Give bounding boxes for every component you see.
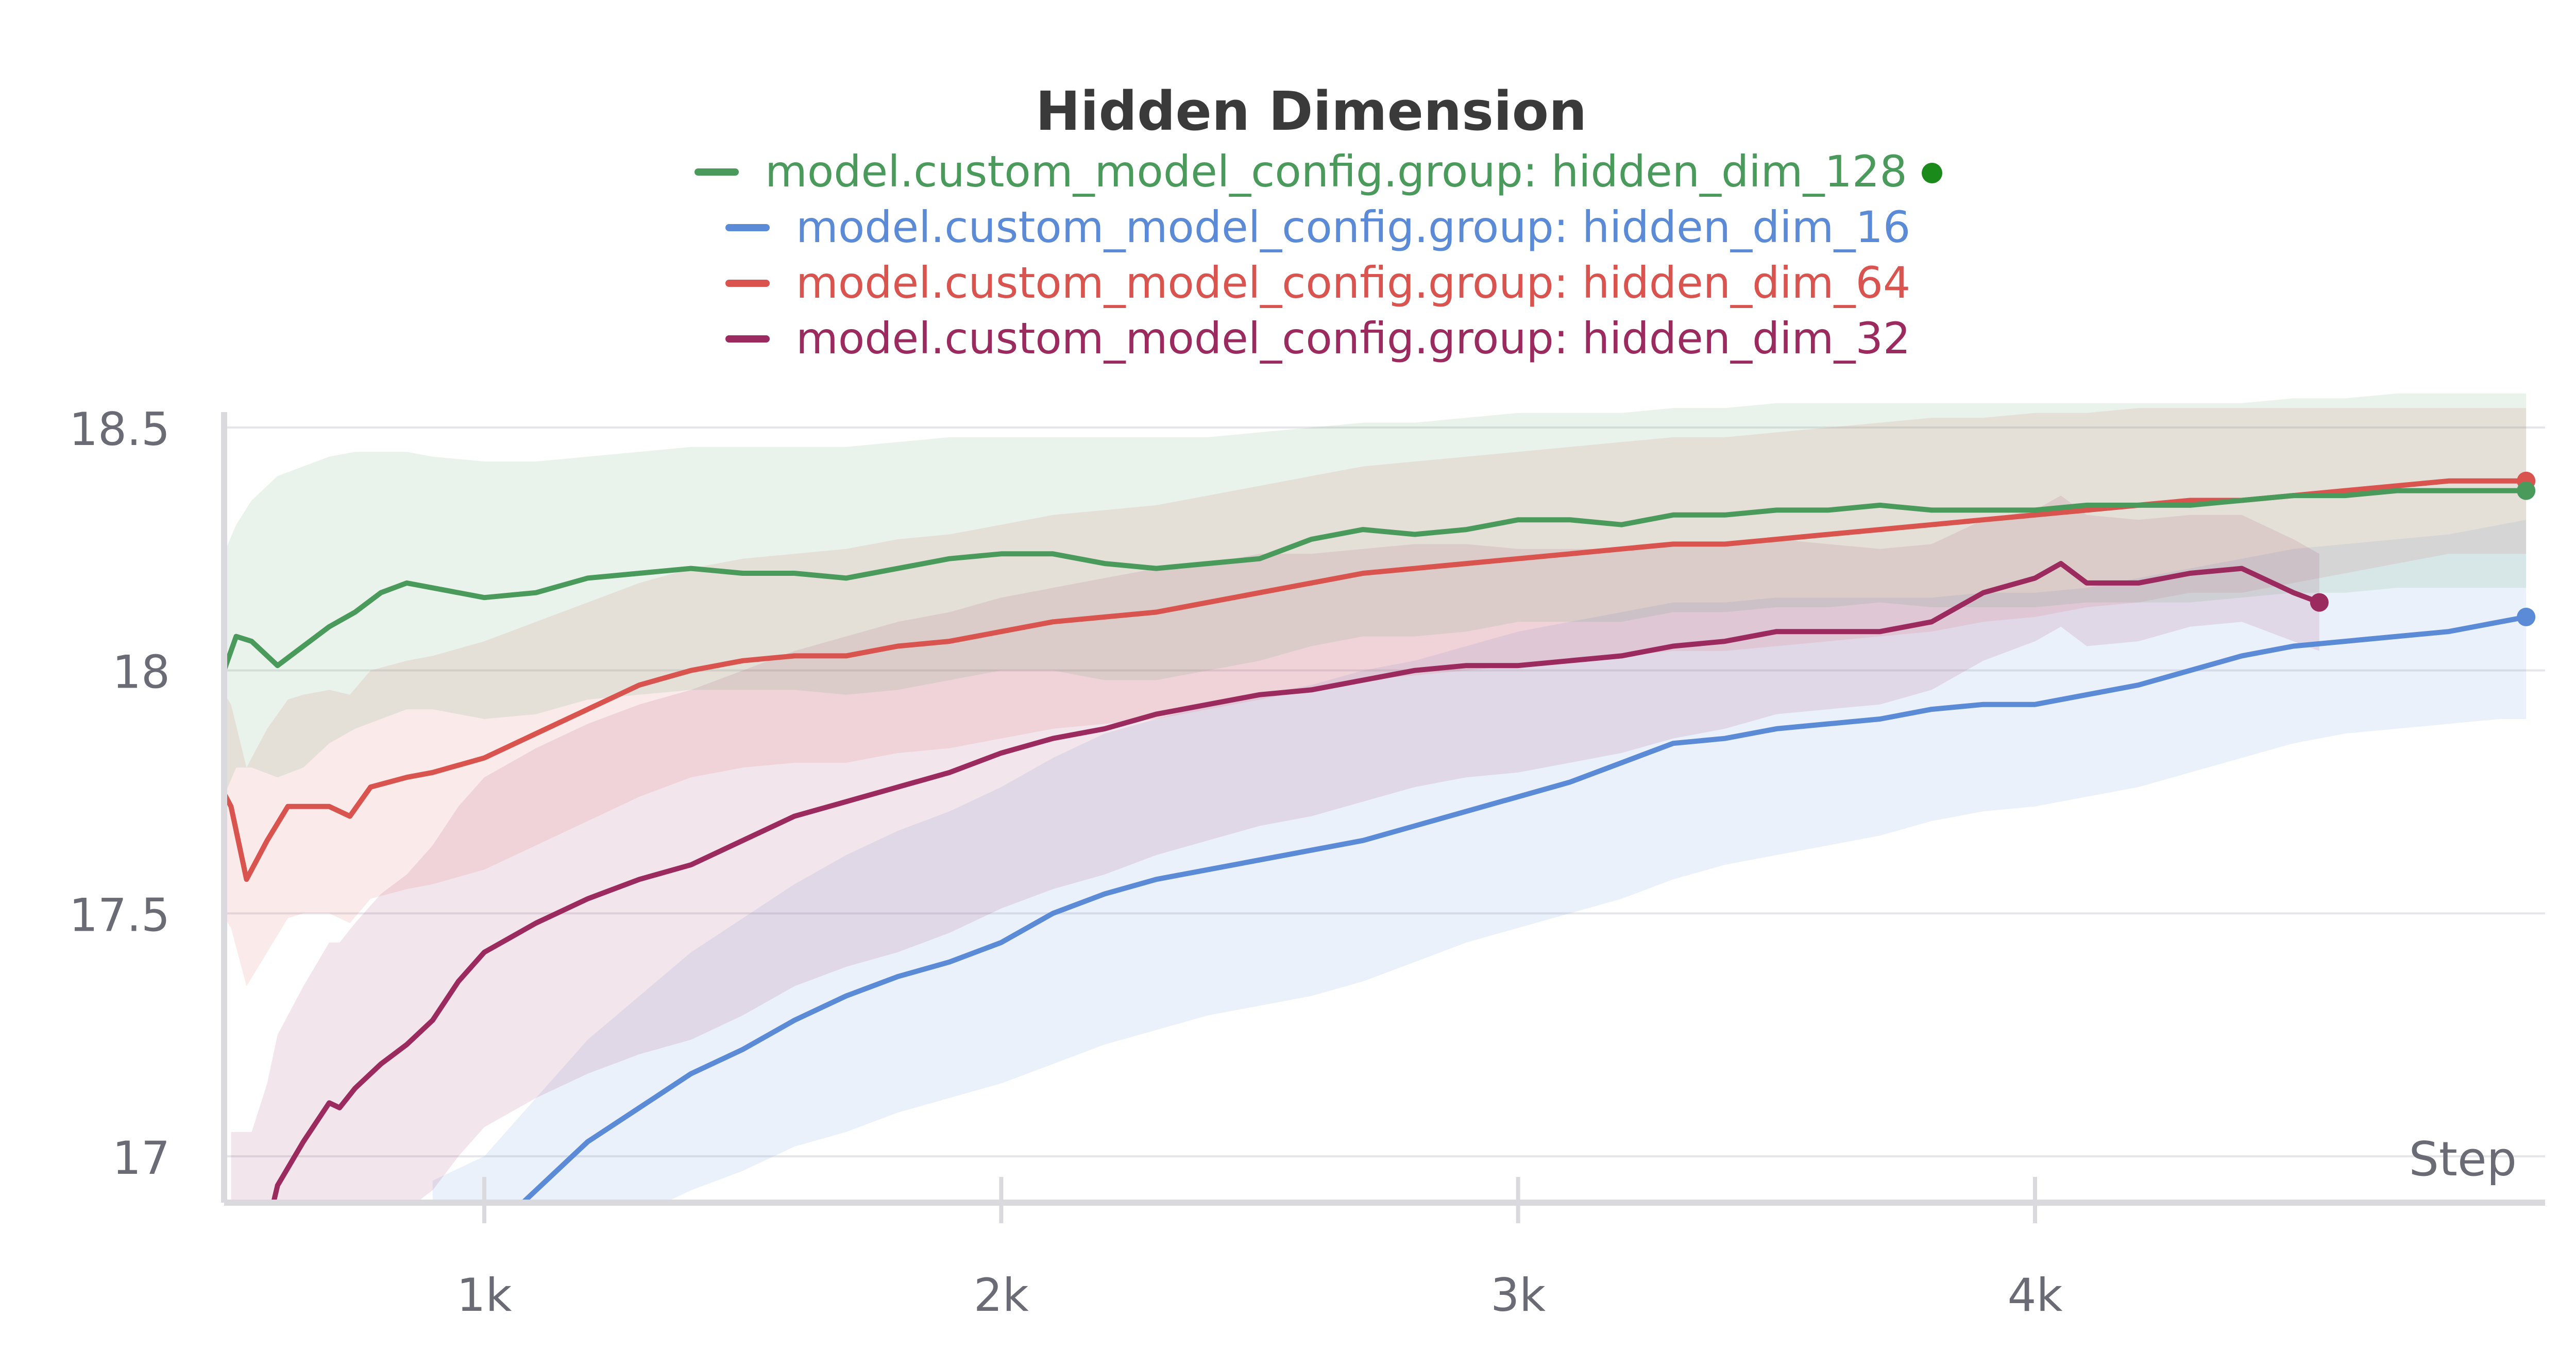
x-tick-label: 4k [2008, 1269, 2063, 1322]
x-tick-label: 3k [1490, 1269, 1546, 1322]
series-lines [200, 478, 2529, 1268]
legend-label: model.custom_model_config.group: hidden_… [765, 146, 1907, 197]
series-endpoint-0 [2517, 481, 2536, 500]
legend-label: model.custom_model_config.group: hidden_… [796, 202, 1910, 252]
series-line-0[interactable] [200, 488, 2529, 744]
series-endpoint-1 [2517, 607, 2536, 626]
x-tick-label: 2k [974, 1269, 1029, 1322]
grid-lines [224, 426, 2545, 1157]
series-line-2[interactable] [200, 478, 2529, 882]
legend-item[interactable]: model.custom_model_config.group: hidden_… [725, 258, 1910, 308]
legend-item[interactable]: model.custom_model_config.group: hidden_… [694, 146, 1942, 197]
series-band-0 [222, 394, 2527, 802]
series-band-1 [432, 520, 2527, 1200]
axes [221, 412, 2545, 1223]
tick-labels: 17 17.5 18 18.5 1k 2k 3k 4k [69, 403, 2062, 1322]
confidence-bands [222, 394, 2527, 1200]
legend-item[interactable]: model.custom_model_config.group: hidden_… [725, 202, 1910, 252]
series-endpoint-3 [2310, 593, 2329, 612]
series-endpoints [2310, 471, 2536, 626]
y-tick-label: 18.5 [69, 403, 170, 456]
series-line-3[interactable] [231, 561, 2322, 1268]
y-tick-label: 18 [112, 646, 170, 699]
legend-active-dot [1922, 163, 1942, 183]
series-band-3 [231, 495, 2319, 1200]
series-line-1[interactable] [433, 614, 2529, 1263]
legend: model.custom_model_config.group: hidden_… [694, 146, 1942, 364]
x-axis-label: Step [2409, 1132, 2517, 1187]
legend-item[interactable]: model.custom_model_config.group: hidden_… [725, 313, 1910, 364]
chart-title: Hidden Dimension [1036, 80, 1587, 143]
x-tick-label: 1k [457, 1269, 512, 1322]
series-band-2 [222, 408, 2527, 986]
y-tick-label: 17 [112, 1132, 170, 1185]
legend-label: model.custom_model_config.group: hidden_… [796, 313, 1910, 364]
y-tick-label: 17.5 [69, 888, 170, 942]
legend-label: model.custom_model_config.group: hidden_… [796, 258, 1910, 308]
